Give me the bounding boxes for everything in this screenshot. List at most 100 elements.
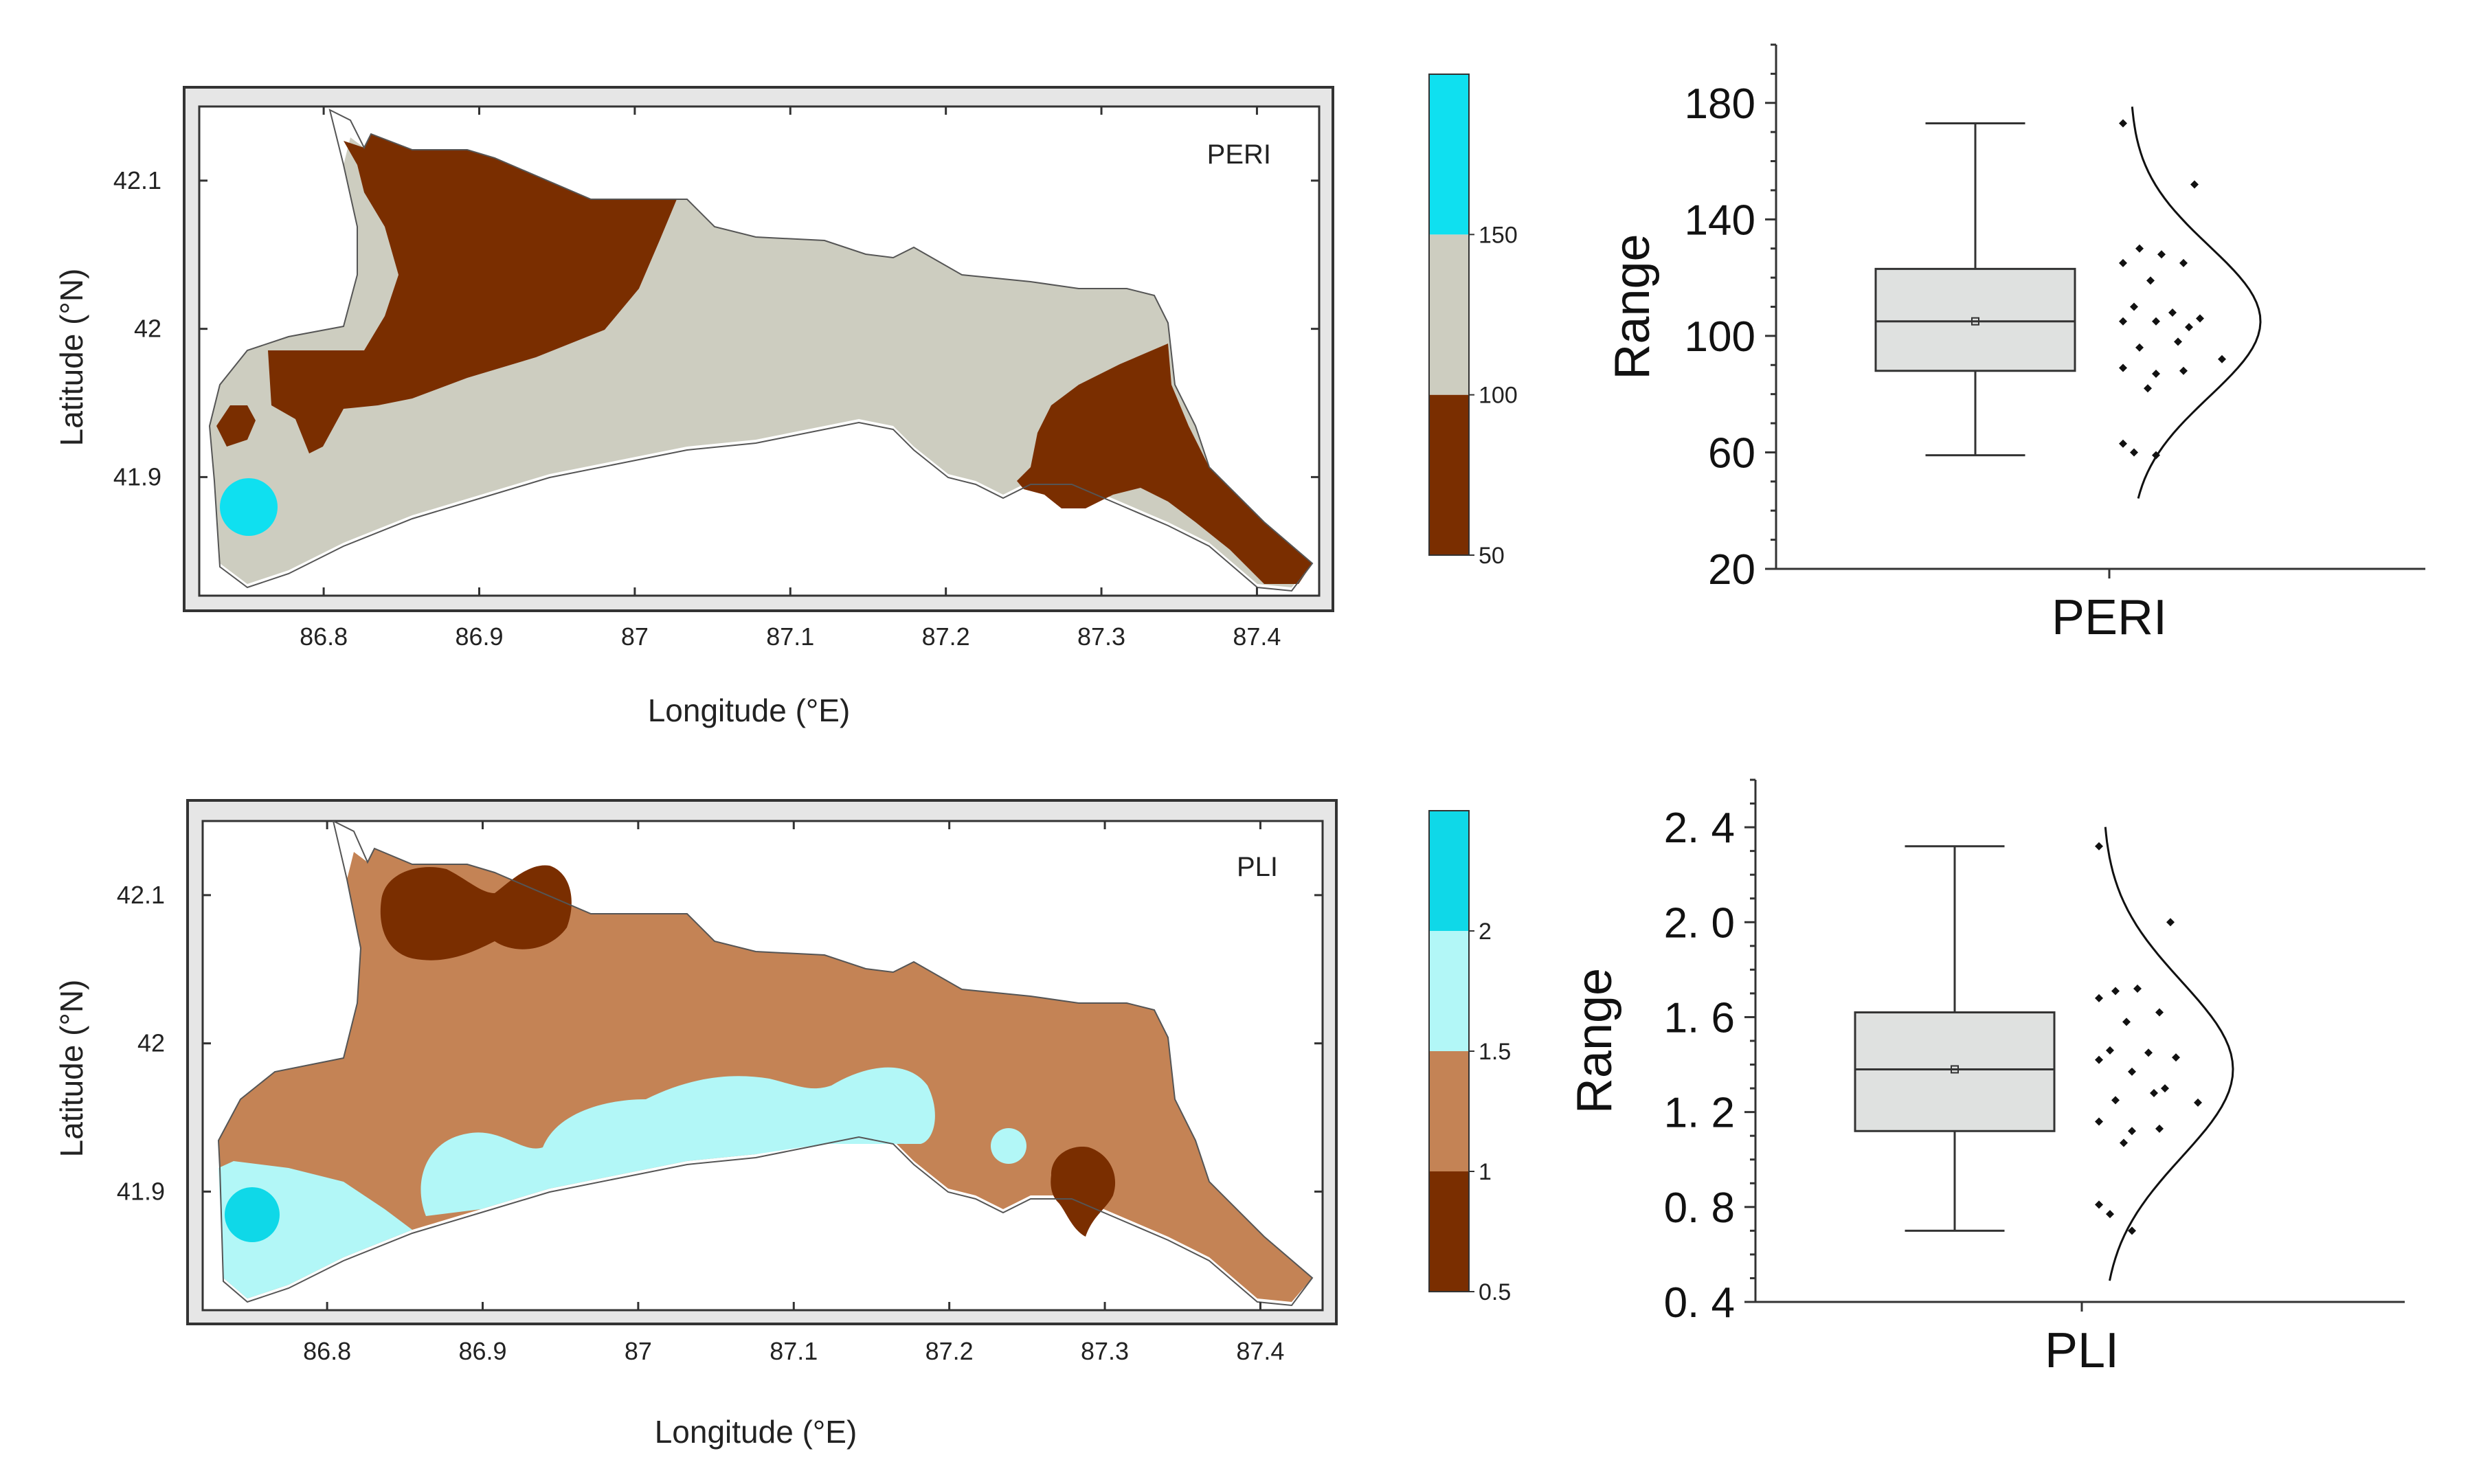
peri-box-data-point — [2179, 258, 2188, 267]
peri-map-y-label: Latitude (°N) — [54, 269, 89, 447]
peri-lake-region-50-100-west — [216, 405, 256, 447]
pli-map-y-axis: 41.9 42 42.1 — [117, 881, 1323, 1205]
pli-box-y-axis-label: Range — [1567, 968, 1622, 1114]
peri-lake-region-150-plus — [220, 478, 278, 536]
pli-box-y-tick-label: 2. 0 — [1664, 899, 1735, 947]
peri-box-data-point — [2135, 343, 2144, 352]
peri-box-data-point — [2119, 119, 2127, 128]
pli-lake-shoreline — [217, 821, 1314, 1307]
peri-box-data-point — [2130, 448, 2138, 457]
pli-box-data-point — [2122, 1018, 2131, 1026]
peri-box-data-point — [2130, 302, 2138, 311]
peri-box-data-point — [2144, 384, 2152, 393]
peri-box-data-point — [2218, 355, 2226, 363]
peri-box-y-tick-label: 180 — [1685, 80, 1755, 128]
pli-box-data-point — [2111, 1096, 2120, 1105]
peri-box-data-point — [2196, 314, 2204, 323]
peri-colorbar: 50 100 150 — [1428, 74, 1518, 569]
pli-colorbar: 0.5 1 1.5 2 — [1428, 810, 1511, 1305]
peri-box-data-point — [2168, 308, 2177, 317]
pli-box-data-point — [2128, 1127, 2136, 1136]
peri-map-x-axis: 86.8 86.9 87 87.1 87.2 87.3 87.4 — [300, 106, 1281, 651]
peri-box-data-point — [2119, 439, 2127, 448]
pli-box-data-point — [2120, 1138, 2128, 1147]
peri-box-data-point — [2119, 258, 2127, 267]
peri-map-colorbar-frame — [1428, 74, 1470, 556]
pli-box-data-point — [2095, 1117, 2103, 1126]
peri-map-x-tick-label: 86.8 — [300, 622, 348, 651]
pli-lake-region-2-plus — [225, 1187, 280, 1242]
pli-box-data-point — [2095, 842, 2103, 851]
peri-box-data-point — [2190, 180, 2199, 189]
peri-box-data-point — [2185, 323, 2193, 332]
peri-boxplot: 20 60 100 140 180 PERI Range — [1605, 43, 2425, 645]
pli-map-colorbar-segment — [1429, 1051, 1469, 1171]
pli-map-x-tick-label: 86.9 — [458, 1337, 506, 1365]
pli-map-x-tick-label: 87 — [625, 1337, 652, 1365]
pli-box-data-point — [2133, 985, 2142, 993]
peri-box-data-point — [2135, 244, 2144, 253]
peri-box-data-point — [2174, 337, 2182, 346]
pli-box-data-point — [2161, 1084, 2169, 1093]
pli-map-y-tick-label: 41.9 — [117, 1177, 165, 1205]
pli-map-colorbar-label: 1.5 — [1479, 1039, 1511, 1065]
peri-map-colorbar-label: 100 — [1479, 383, 1518, 409]
pli-box-data-point — [2095, 993, 2103, 1002]
pli-map-title: PLI — [1237, 852, 1278, 882]
peri-map-colorbar-segment — [1429, 394, 1469, 555]
peri-map-x-tick-label: 86.9 — [455, 622, 503, 651]
pli-box-data-point — [2111, 987, 2120, 996]
pli-box-data-point — [2194, 1098, 2202, 1107]
peri-map-y-axis: 41.9 42 42.1 — [113, 166, 1319, 491]
pli-lake-region-1.5-2-central — [420, 1067, 935, 1216]
pli-map-y-tick-label: 42.1 — [117, 881, 165, 909]
pli-box-data-point — [2155, 1124, 2164, 1133]
pli-lake-region-0.5-1-east — [1051, 1147, 1116, 1237]
peri-map-colorbar-segment — [1429, 234, 1469, 395]
peri-map-y-tick-label: 42 — [134, 315, 161, 343]
peri-box-iqr-box — [1874, 267, 2076, 372]
peri-map-title: PERI — [1207, 139, 1271, 170]
pli-boxplot: 0. 4 0. 8 1. 2 1. 6 2. 0 2. 4 PLI Range — [1567, 778, 2405, 1378]
peri-box-y-tick-label: 140 — [1685, 196, 1755, 244]
peri-map: 86.8 86.9 87 87.1 87.2 87.3 87.4 41.9 42 42.1 PE… — [54, 74, 1518, 728]
pli-box-y-tick-label: 0. 8 — [1664, 1184, 1735, 1232]
peri-box-y-axis-label: Range — [1605, 234, 1660, 379]
peri-box-data-point — [2179, 366, 2188, 375]
pli-box-normal-curve — [2104, 827, 2234, 1281]
pli-box-y-tick-label: 2. 4 — [1664, 805, 1735, 852]
pli-box-category-label: PLI — [2045, 1323, 2119, 1378]
peri-map-colorbar-label: 150 — [1479, 222, 1518, 248]
pli-map-colorbar-label: 1 — [1479, 1159, 1492, 1185]
pli-lake-region-1.5-2-east — [991, 1128, 1026, 1164]
peri-box-category-label: PERI — [2052, 590, 2167, 645]
peri-box-y-tick-label: 60 — [1708, 429, 1755, 477]
pli-box-iqr-box — [1854, 1011, 2056, 1132]
peri-lake-shoreline — [208, 109, 1314, 592]
pli-box-y-tick-label: 0. 4 — [1664, 1279, 1735, 1327]
pli-box-data-point — [2106, 1046, 2114, 1055]
pli-map-x-tick-label: 87.4 — [1236, 1337, 1284, 1365]
peri-box-data-point — [2157, 250, 2166, 259]
pli-box-data-point — [2095, 1200, 2103, 1209]
pli-box-y-tick-label: 1. 6 — [1664, 994, 1735, 1042]
pli-map-x-tick-label: 87.1 — [770, 1337, 818, 1365]
peri-box-data-point — [2119, 363, 2127, 372]
pli-box-data-point — [2150, 1089, 2158, 1097]
pli-box-mean-marker — [1951, 1065, 1959, 1074]
peri-box-data-point — [2119, 317, 2127, 326]
pli-map-colorbar-segment — [1429, 931, 1469, 1051]
peri-map-x-tick-label: 87.2 — [922, 622, 970, 651]
peri-map-x-label: Longitude (°E) — [648, 693, 851, 728]
pli-map-x-tick-label: 86.8 — [303, 1337, 351, 1365]
pli-map-x-tick-label: 87.2 — [925, 1337, 974, 1365]
pli-map: 86.8 86.9 87 87.1 87.2 87.3 87.4 41.9 42 42.1 PL… — [54, 799, 1511, 1450]
pli-box-data-point — [2128, 1067, 2136, 1076]
peri-lake-region-50-100-north — [268, 134, 677, 453]
pli-box-data-point — [2095, 1055, 2103, 1064]
pli-map-x-tick-label: 87.3 — [1081, 1337, 1129, 1365]
pli-map-x-label: Longitude (°E) — [655, 1414, 857, 1450]
pli-lake-region-0.5-1-north — [380, 865, 572, 960]
